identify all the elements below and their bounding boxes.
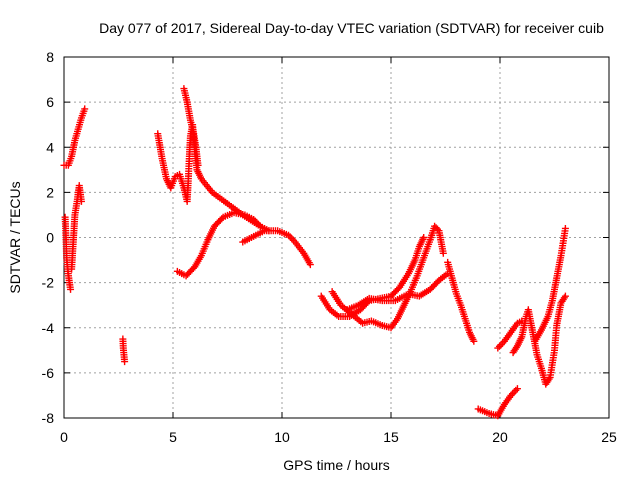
y-tick-label: 8 [46,49,54,65]
data-trace-marker [495,342,503,350]
data-point [470,337,478,345]
data-point [439,249,447,257]
x-tick-label: 25 [601,429,617,445]
y-tick-label: -4 [42,320,55,336]
chart-title: Day 077 of 2017, Sidereal Day-to-day VTE… [99,20,604,36]
data-point [121,358,129,366]
data-point [256,222,264,230]
data-point [561,292,569,300]
data-trace-marker [497,341,505,349]
data-trace-marker [434,225,442,233]
data-trace-marker [218,215,226,223]
data-point [67,285,75,293]
data-point [494,344,502,352]
data-point [513,385,521,393]
y-tick-label: -8 [42,410,55,426]
y-tick-label: -2 [42,275,55,291]
y-tick-label: 4 [46,139,54,155]
data-mark-layer [60,85,569,420]
x-tick-label: 20 [492,429,508,445]
grid-layer [64,57,609,418]
data-point [561,224,569,232]
data-point [81,105,89,113]
y-axis-title: SDTVAR / TECUs [7,181,23,293]
data-point [420,234,428,241]
x-tick-label: 0 [60,429,68,445]
x-tick-label: 5 [169,429,177,445]
x-tick-label: 15 [383,429,399,445]
x-tick-label: 10 [274,429,290,445]
x-axis-title: GPS time / hours [283,457,390,473]
y-tick-label: -6 [42,365,55,381]
data-point [77,197,85,205]
data-point [306,261,314,269]
y-tick-label: 6 [46,94,54,110]
y-tick-label: 0 [46,230,54,246]
data-trace-marker [510,388,518,396]
data-trace-marker [288,235,296,243]
y-tick-label: 2 [46,184,54,200]
data-point [194,161,202,169]
data-trace-marker [512,386,520,394]
